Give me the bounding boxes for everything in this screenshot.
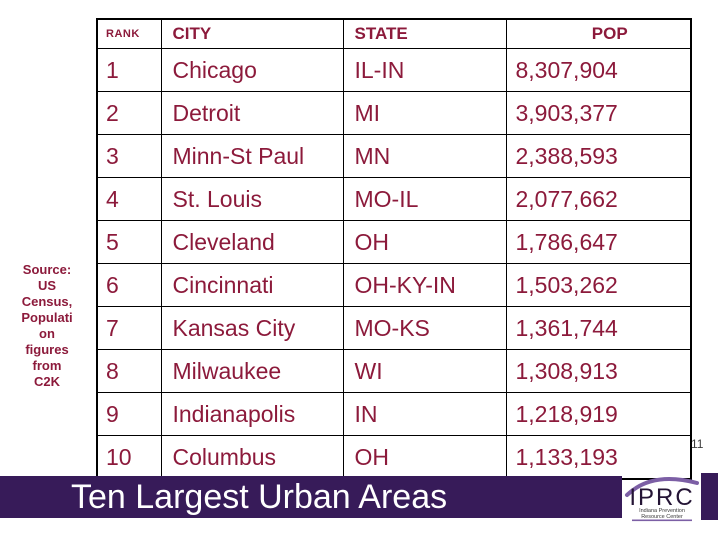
cell-city: Chicago bbox=[160, 48, 344, 92]
cell-state: IN bbox=[342, 392, 507, 436]
table-row: 6 Cincinnati OH-KY-IN 1,503,262 bbox=[96, 263, 692, 307]
table-row: 5 Cleveland OH 1,786,647 bbox=[96, 220, 692, 264]
cell-state: OH-KY-IN bbox=[342, 263, 507, 307]
cell-state: OH bbox=[342, 220, 507, 264]
cell-pop: 1,308,913 bbox=[505, 349, 692, 393]
column-header-rank: RANK bbox=[96, 18, 162, 49]
table-row: 7 Kansas City MO-KS 1,361,744 bbox=[96, 306, 692, 350]
column-header-state: STATE bbox=[342, 18, 507, 49]
cell-rank: 9 bbox=[96, 392, 162, 436]
column-header-pop: POP bbox=[505, 18, 692, 49]
logo-subtitle-line1: Indiana Prevention bbox=[639, 508, 685, 514]
cell-pop: 1,786,647 bbox=[505, 220, 692, 264]
cell-city: Indianapolis bbox=[160, 392, 344, 436]
cell-state: OH bbox=[342, 435, 507, 480]
cell-rank: 10 bbox=[96, 435, 162, 480]
cell-rank: 4 bbox=[96, 177, 162, 221]
table-row: 9 Indianapolis IN 1,218,919 bbox=[96, 392, 692, 436]
cell-pop: 1,503,262 bbox=[505, 263, 692, 307]
cell-state: MO-KS bbox=[342, 306, 507, 350]
cell-pop: 8,307,904 bbox=[505, 48, 692, 92]
cell-pop: 2,388,593 bbox=[505, 134, 692, 178]
logo-arc-icon bbox=[625, 477, 699, 497]
logo-underline bbox=[632, 519, 692, 522]
logo-subtitle-line2: Resource Center bbox=[641, 514, 683, 520]
cell-state: MO-IL bbox=[342, 177, 507, 221]
cell-rank: 5 bbox=[96, 220, 162, 264]
cell-state: MN bbox=[342, 134, 507, 178]
table-row: 8 Milwaukee WI 1,308,913 bbox=[96, 349, 692, 393]
column-header-city: CITY bbox=[160, 18, 344, 49]
table-row: 3 Minn-St Paul MN 2,388,593 bbox=[96, 134, 692, 178]
cell-pop: 1,218,919 bbox=[505, 392, 692, 436]
table-row: 4 St. Louis MO-IL 2,077,662 bbox=[96, 177, 692, 221]
cell-rank: 2 bbox=[96, 91, 162, 135]
cell-city: Cleveland bbox=[160, 220, 344, 264]
table-row: 10 Columbus OH 1,133,193 bbox=[96, 435, 692, 480]
cell-state: IL-IN bbox=[342, 48, 507, 92]
cell-city: Cincinnati bbox=[160, 263, 344, 307]
cell-rank: 7 bbox=[96, 306, 162, 350]
page-number: 11 bbox=[691, 437, 704, 451]
table-header-row: RANK CITY STATE POP bbox=[96, 18, 692, 49]
cell-rank: 1 bbox=[96, 48, 162, 92]
cell-city: Minn-St Paul bbox=[160, 134, 344, 178]
cell-city: Kansas City bbox=[160, 306, 344, 350]
cell-state: MI bbox=[342, 91, 507, 135]
right-accent-bar bbox=[701, 473, 718, 520]
cell-pop: 3,903,377 bbox=[505, 91, 692, 135]
cell-rank: 6 bbox=[96, 263, 162, 307]
table-row: 1 Chicago IL-IN 8,307,904 bbox=[96, 48, 692, 92]
cell-city: St. Louis bbox=[160, 177, 344, 221]
cell-rank: 8 bbox=[96, 349, 162, 393]
cell-pop: 2,077,662 bbox=[505, 177, 692, 221]
slide-title: Ten Largest Urban Areas bbox=[71, 478, 448, 516]
cell-city: Columbus bbox=[160, 435, 344, 480]
cell-pop: 1,361,744 bbox=[505, 306, 692, 350]
urban-areas-table: RANK CITY STATE POP 1 Chicago IL-IN 8,30… bbox=[96, 18, 692, 480]
cell-city: Detroit bbox=[160, 91, 344, 135]
cell-rank: 3 bbox=[96, 134, 162, 178]
iprc-logo: IPRC Indiana Prevention Resource Center bbox=[625, 477, 699, 522]
cell-state: WI bbox=[342, 349, 507, 393]
title-bar: Ten Largest Urban Areas bbox=[0, 476, 622, 518]
table-row: 2 Detroit MI 3,903,377 bbox=[96, 91, 692, 135]
logo-acronym: IPRC bbox=[629, 484, 694, 511]
cell-pop: 1,133,193 bbox=[505, 435, 692, 480]
cell-city: Milwaukee bbox=[160, 349, 344, 393]
source-note: Source: US Census, Populati on figures f… bbox=[21, 262, 73, 389]
